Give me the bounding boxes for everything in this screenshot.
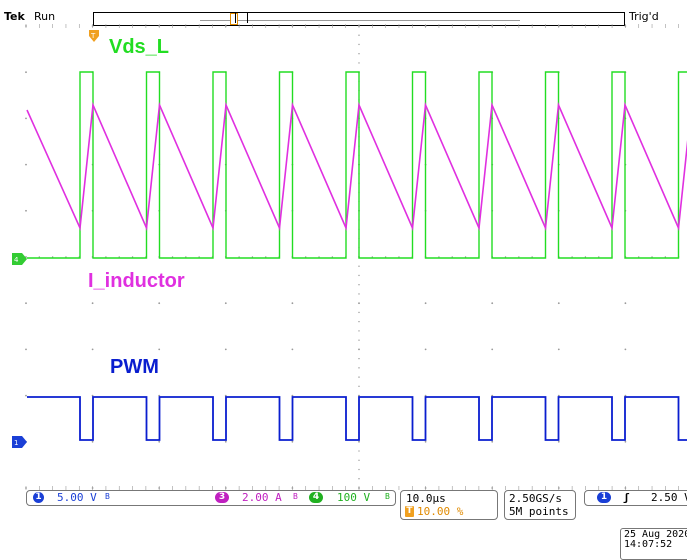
ch3-scale[interactable]: 2.00 A (242, 491, 282, 504)
ch4-badge[interactable]: 4 (309, 492, 323, 503)
ch4-ground-marker[interactable]: 4 (12, 253, 27, 265)
trigger-position-icon[interactable]: T (89, 30, 99, 42)
trigger-position-marker[interactable] (230, 13, 238, 25)
record-length[interactable]: 5M points (509, 505, 569, 518)
vds-trace-label: Vds_L (109, 36, 170, 58)
trigger-status: Trig'd (629, 10, 659, 23)
svg-text:1: 1 (14, 439, 18, 447)
ch1-scale[interactable]: 5.00 V (57, 491, 97, 504)
svg-text:4: 4 (14, 256, 19, 264)
horizontal-settings-panel[interactable]: 10.0µs T 10.00 % (400, 490, 498, 520)
pwm-trace-label: PWM (110, 356, 159, 378)
inductor-trace-label: I_inductor (88, 270, 185, 292)
ch1-ground-marker[interactable]: 1 (12, 436, 27, 448)
ch3-badge[interactable]: 3 (215, 492, 229, 503)
time-label: 14:07:52 (624, 539, 673, 550)
vds-trace (27, 71, 687, 259)
date-label: 25 Aug 2020 (624, 529, 687, 540)
record-window-line (200, 20, 520, 21)
graticule-area (26, 26, 687, 488)
trigger-position-icon-small: T (405, 506, 414, 517)
pwm-trace (27, 396, 687, 441)
ch3-bandwidth-icon: B (293, 492, 298, 501)
channel-settings-panel[interactable]: 1 5.00 V B 3 2.00 A B 4 100 V B (26, 490, 396, 506)
datetime-panel: 25 Aug 2020 14:07:52 (620, 528, 687, 560)
acquisition-state[interactable]: Run (34, 10, 56, 23)
view-window-marker[interactable] (235, 13, 248, 23)
trigger-source-badge[interactable]: 1 (597, 492, 611, 503)
sample-rate[interactable]: 2.50GS/s (509, 492, 562, 505)
brand-label: Tek (4, 10, 25, 23)
trigger-position-percent[interactable]: 10.00 % (417, 505, 464, 518)
time-per-division[interactable]: 10.0µs (406, 492, 446, 505)
svg-text:T: T (90, 32, 96, 40)
trigger-slope-icon[interactable]: ʃ (623, 491, 630, 504)
ch4-scale[interactable]: 100 V (337, 491, 371, 504)
acquisition-panel[interactable]: 2.50GS/s 5M points (504, 490, 576, 520)
ch1-badge[interactable]: 1 (33, 492, 44, 503)
inductor-current-trace (26, 101, 687, 232)
ch4-bandwidth-icon: B (385, 492, 390, 501)
trigger-level[interactable]: 2.50 V (651, 491, 687, 504)
ch1-bandwidth-icon: B (105, 492, 110, 501)
trigger-settings-panel[interactable]: 1 ʃ 2.50 V (584, 490, 687, 506)
